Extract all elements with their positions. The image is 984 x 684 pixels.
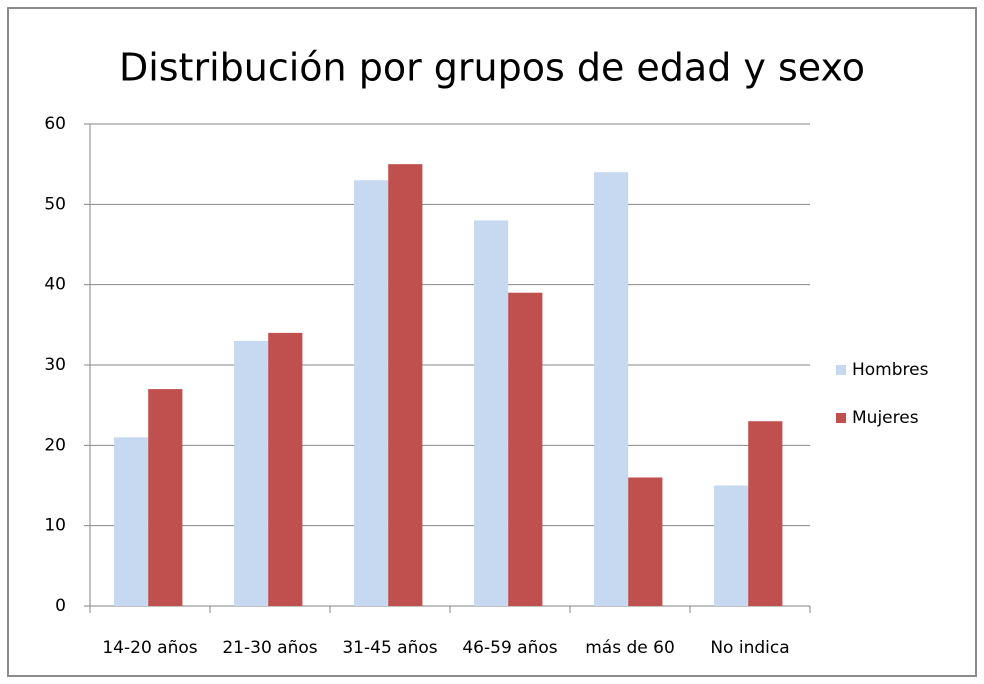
- legend-swatch: [836, 413, 846, 423]
- bar: [268, 332, 303, 606]
- x-tick-label: 31-45 años: [342, 638, 437, 658]
- bar: [354, 180, 389, 606]
- bar: [148, 389, 183, 606]
- bar: [714, 485, 749, 606]
- x-tick-label: 21-30 años: [222, 638, 317, 658]
- y-tick-label: 0: [55, 596, 66, 616]
- y-tick-label: 40: [44, 275, 66, 295]
- x-tick-label: más de 60: [585, 638, 675, 658]
- chart-title: Distribución por grupos de edad y sexo: [119, 46, 865, 90]
- bar: [388, 164, 423, 606]
- y-tick-label: 10: [44, 516, 66, 536]
- y-tick-label: 20: [44, 435, 66, 455]
- bar: [748, 421, 783, 606]
- y-tick-label: 50: [44, 194, 66, 214]
- bar: [628, 477, 663, 606]
- legend-swatch: [836, 365, 846, 375]
- x-tick-label: 46-59 años: [462, 638, 557, 658]
- bar: [234, 340, 269, 606]
- bar: [474, 220, 509, 606]
- legend-label: Hombres: [852, 360, 929, 380]
- bar: [594, 172, 629, 606]
- x-tick-label: 14-20 años: [102, 638, 197, 658]
- y-tick-label: 60: [44, 114, 66, 134]
- x-tick-label: No indica: [710, 638, 789, 658]
- legend-label: Mujeres: [852, 408, 919, 428]
- bar: [508, 292, 543, 606]
- bar: [114, 437, 149, 606]
- y-tick-label: 30: [44, 355, 66, 375]
